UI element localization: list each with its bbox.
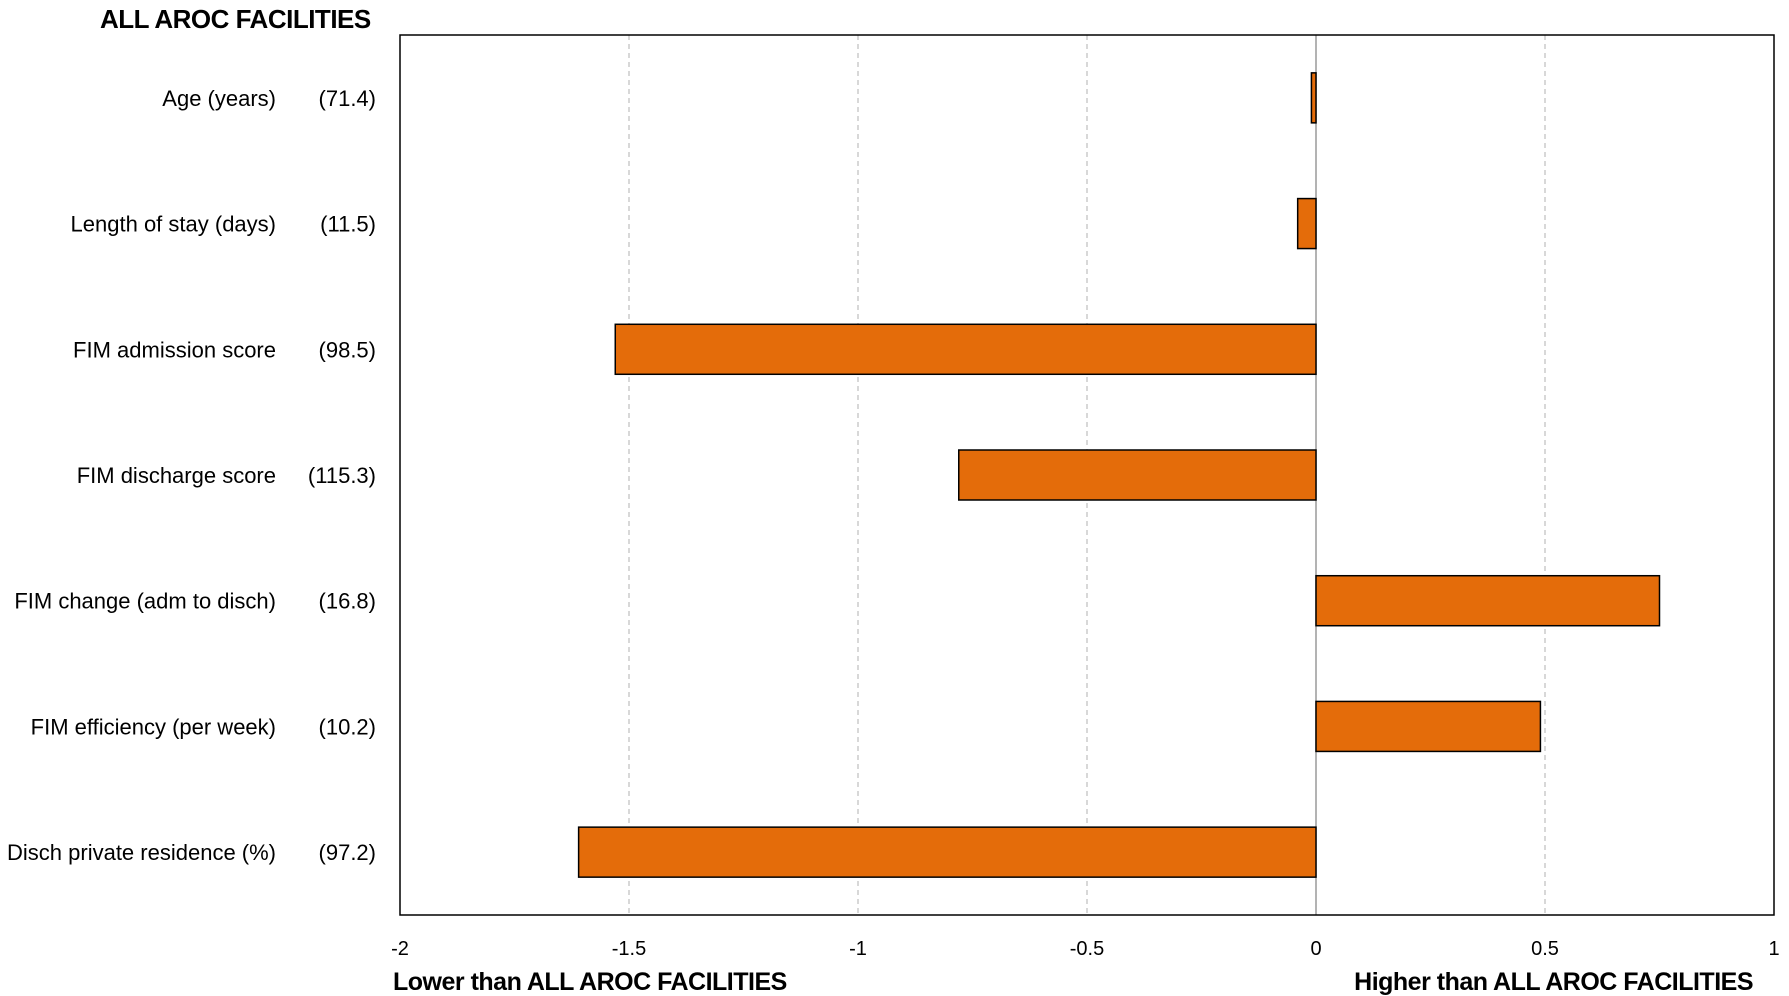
- bar: [614, 323, 1317, 376]
- x-tick-label: 0.5: [1531, 938, 1559, 960]
- bar: [958, 449, 1317, 501]
- category-mean-value: (11.5): [320, 212, 376, 237]
- category-label: FIM change (adm to disch): [14, 589, 276, 614]
- x-tick-label: -1.5: [612, 938, 646, 960]
- bar: [577, 826, 1317, 878]
- category-label: Age (years): [162, 86, 276, 111]
- bar: [1310, 72, 1317, 124]
- x-axis-label-higher: Higher than ALL AROC FACILITIES: [1354, 968, 1753, 996]
- category-labels: Age (years) (71.4) Length of stay (days) (1…: [7, 86, 376, 865]
- x-tick-label: -2: [391, 938, 409, 960]
- category-label: FIM efficiency (per week): [31, 714, 276, 739]
- category-mean-value: (10.2): [319, 714, 376, 739]
- x-axis-tick-labels: -2 -1.5 -1 -0.5 0 0.5 1: [391, 938, 1779, 960]
- category-mean-value: (98.5): [319, 337, 376, 362]
- x-axis-label-lower: Lower than ALL AROC FACILITIES: [393, 968, 787, 996]
- category-mean-value: (115.3): [308, 463, 376, 488]
- plot-area-frame: [399, 34, 1775, 916]
- category-label: FIM admission score: [73, 337, 276, 362]
- x-tick-label: 1: [1768, 938, 1779, 960]
- category-mean-value: (16.8): [319, 589, 376, 614]
- bars-layer: [577, 72, 1661, 878]
- bar: [1296, 197, 1317, 250]
- chart-title: ALL AROC FACILITIES: [100, 4, 371, 34]
- category-label: Disch private residence (%): [7, 840, 276, 865]
- x-tick-label: -0.5: [1070, 938, 1104, 960]
- bar: [1315, 700, 1542, 753]
- category-label: FIM discharge score: [77, 463, 276, 488]
- x-tick-label: -1: [849, 938, 867, 960]
- category-mean-value: (97.2): [319, 840, 376, 865]
- bar: [1315, 574, 1661, 627]
- x-tick-label: 0: [1310, 938, 1321, 960]
- category-label: Length of stay (days): [71, 212, 276, 237]
- category-mean-value: (71.4): [319, 86, 376, 111]
